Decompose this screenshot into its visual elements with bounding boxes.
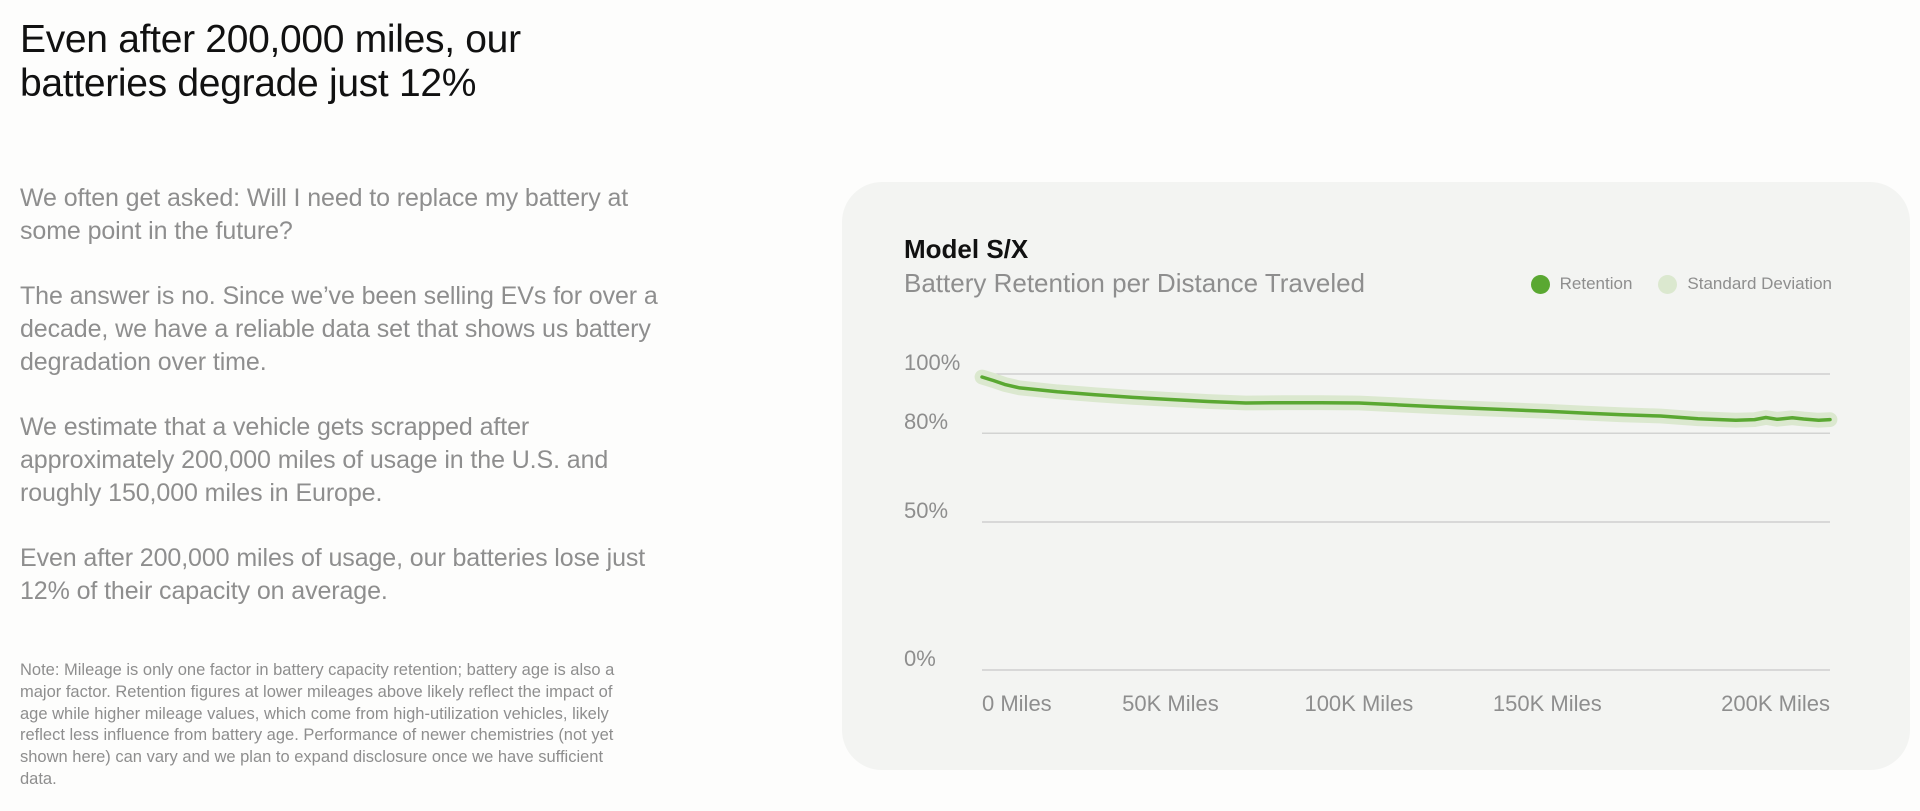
x-tick-label: 0 Miles: [982, 691, 1052, 716]
std-dev-band: [974, 369, 1838, 428]
legend-swatch-retention: [1530, 274, 1550, 294]
legend-item-std-dev: Standard Deviation: [1658, 274, 1832, 294]
retention-line: [980, 375, 1832, 422]
legend-swatch-std-dev: [1658, 274, 1678, 294]
paragraph: The answer is no. Since we’ve been selli…: [20, 282, 658, 376]
x-tick-label: 50K Miles: [1122, 691, 1219, 716]
chart-subtitle: Battery Retention per Distance Traveled: [904, 268, 1366, 298]
chart-title: Model S/X: [904, 234, 1029, 264]
x-tick-label: 100K Miles: [1304, 691, 1413, 716]
y-tick-label: 50%: [904, 498, 948, 523]
legend-label-std-dev: Standard Deviation: [1687, 274, 1832, 293]
legend-label-retention: Retention: [1559, 274, 1633, 293]
y-tick-label: 0%: [904, 646, 936, 671]
paragraph: We often get asked: Will I need to repla…: [20, 184, 629, 245]
x-tick-label: 200K Miles: [1721, 691, 1830, 716]
legend-item-retention: Retention: [1530, 274, 1633, 294]
paragraph: Even after 200,000 miles of usage, our b…: [20, 544, 646, 605]
headline: Even after 200,000 miles, our batteries …: [20, 18, 521, 105]
x-tick-label: 150K Miles: [1493, 691, 1602, 716]
chart-plot: 100% 80% 50% 0% 0 Miles 50K Miles 100K Miles 15…: [904, 350, 1838, 716]
y-tick-label: 100%: [904, 350, 960, 375]
chart-card: Model S/X Battery Retention per Distance…: [842, 182, 1910, 770]
y-tick-label: 80%: [904, 409, 948, 434]
footnote: Note: Mileage is only one factor in batt…: [20, 661, 615, 788]
body-text: We often get asked: Will I need to repla…: [20, 182, 660, 640]
chart-legend: Retention Standard Deviation: [1530, 272, 1832, 296]
paragraph: We estimate that a vehicle gets scrapped…: [20, 413, 609, 507]
